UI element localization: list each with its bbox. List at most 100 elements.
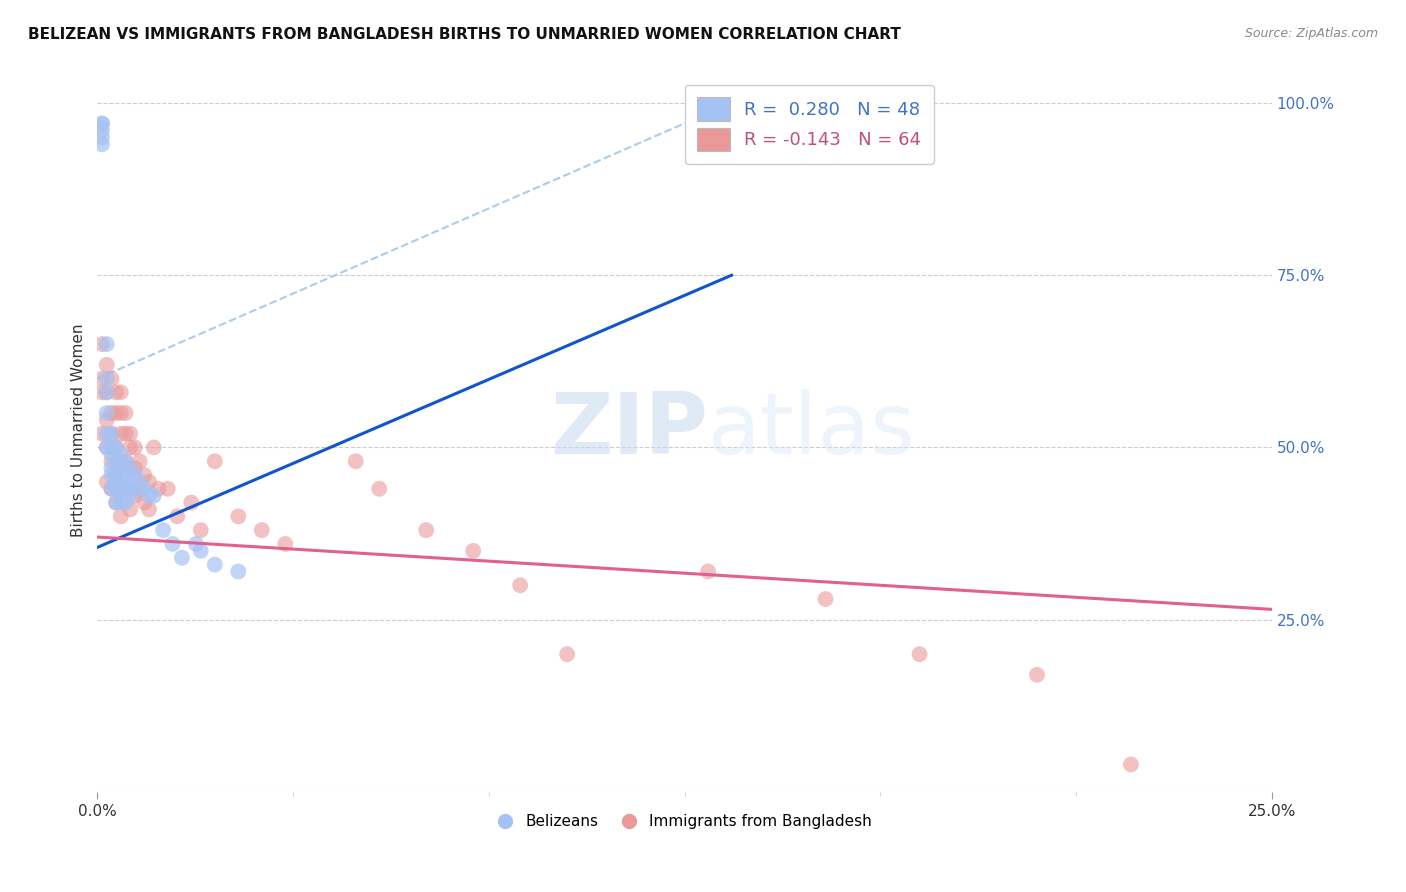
- Point: [120, 475, 142, 489]
- Point: [100, 406, 122, 420]
- Text: BELIZEAN VS IMMIGRANTS FROM BANGLADESH BIRTHS TO UNMARRIED WOMEN CORRELATION CHA: BELIZEAN VS IMMIGRANTS FROM BANGLADESH B…: [28, 27, 901, 42]
- Point: [134, 495, 156, 509]
- Point: [91, 337, 114, 351]
- Point: [204, 454, 226, 468]
- Point: [114, 468, 136, 483]
- Point: [124, 482, 146, 496]
- Point: [96, 385, 118, 400]
- Point: [105, 495, 128, 509]
- Point: [105, 482, 128, 496]
- Point: [114, 426, 136, 441]
- Point: [120, 482, 142, 496]
- Point: [110, 475, 132, 489]
- Point: [114, 454, 136, 468]
- Point: [100, 482, 122, 496]
- Point: [114, 406, 136, 420]
- Point: [91, 137, 114, 152]
- Point: [908, 647, 931, 661]
- Point: [91, 385, 114, 400]
- Point: [105, 468, 128, 483]
- Point: [509, 578, 531, 592]
- Point: [110, 447, 132, 461]
- Point: [184, 537, 207, 551]
- Point: [100, 461, 122, 475]
- Point: [162, 537, 184, 551]
- Point: [134, 468, 156, 483]
- Point: [120, 489, 142, 503]
- Point: [1119, 757, 1142, 772]
- Point: [120, 461, 142, 475]
- Point: [96, 475, 118, 489]
- Point: [114, 482, 136, 496]
- Point: [110, 482, 132, 496]
- Point: [105, 468, 128, 483]
- Point: [91, 117, 114, 131]
- Point: [128, 482, 150, 496]
- Point: [96, 337, 118, 351]
- Point: [274, 537, 297, 551]
- Point: [105, 454, 128, 468]
- Point: [91, 117, 114, 131]
- Point: [110, 426, 132, 441]
- Point: [100, 447, 122, 461]
- Point: [1026, 668, 1049, 682]
- Point: [110, 461, 132, 475]
- Point: [110, 482, 132, 496]
- Point: [114, 495, 136, 509]
- Point: [180, 495, 202, 509]
- Point: [110, 385, 132, 400]
- Point: [100, 426, 122, 441]
- Point: [120, 461, 142, 475]
- Point: [555, 647, 578, 661]
- Point: [463, 544, 485, 558]
- Point: [226, 509, 249, 524]
- Point: [142, 489, 165, 503]
- Point: [124, 461, 146, 475]
- Point: [152, 523, 174, 537]
- Point: [142, 441, 165, 455]
- Point: [96, 385, 118, 400]
- Point: [190, 544, 212, 558]
- Point: [148, 482, 170, 496]
- Legend: Belizeans, Immigrants from Bangladesh: Belizeans, Immigrants from Bangladesh: [492, 808, 877, 835]
- Point: [100, 468, 122, 483]
- Point: [91, 130, 114, 145]
- Point: [100, 454, 122, 468]
- Point: [204, 558, 226, 572]
- Point: [91, 371, 114, 385]
- Point: [105, 495, 128, 509]
- Point: [138, 475, 160, 489]
- Point: [96, 441, 118, 455]
- Point: [124, 441, 146, 455]
- Point: [100, 482, 122, 496]
- Point: [110, 509, 132, 524]
- Point: [100, 441, 122, 455]
- Point: [110, 454, 132, 468]
- Text: atlas: atlas: [709, 389, 917, 472]
- Point: [697, 565, 720, 579]
- Point: [124, 489, 146, 503]
- Point: [250, 523, 273, 537]
- Point: [190, 523, 212, 537]
- Point: [110, 406, 132, 420]
- Point: [91, 426, 114, 441]
- Point: [96, 426, 118, 441]
- Point: [128, 475, 150, 489]
- Point: [96, 358, 118, 372]
- Point: [138, 502, 160, 516]
- Point: [226, 565, 249, 579]
- Point: [96, 371, 118, 385]
- Point: [100, 426, 122, 441]
- Point: [128, 454, 150, 468]
- Y-axis label: Births to Unmarried Women: Births to Unmarried Women: [72, 324, 86, 537]
- Point: [100, 371, 122, 385]
- Point: [120, 441, 142, 455]
- Point: [170, 550, 193, 565]
- Point: [124, 468, 146, 483]
- Point: [105, 441, 128, 455]
- Point: [156, 482, 179, 496]
- Point: [96, 441, 118, 455]
- Point: [110, 495, 132, 509]
- Point: [114, 454, 136, 468]
- Point: [96, 406, 118, 420]
